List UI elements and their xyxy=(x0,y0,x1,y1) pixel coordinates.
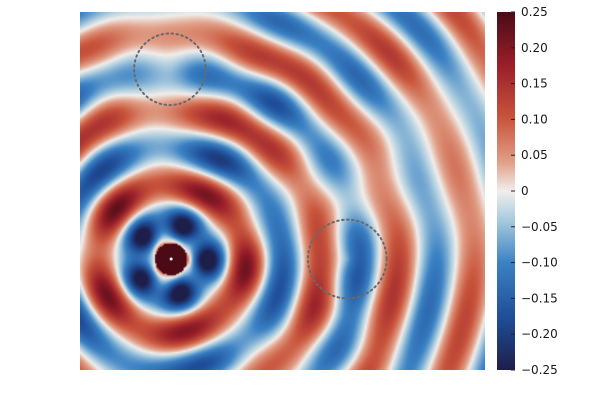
scatterer-circle-right xyxy=(306,218,388,300)
scatterer-layer xyxy=(133,32,388,300)
colorbar-tick-label: 0 xyxy=(521,184,529,198)
colorbar-ticks: 0.25 0.20 0.15 0.10 0.05 0 −0.05 −0.10 −0.15 −0.2… xyxy=(511,5,558,377)
colorbar-tick-label: −0.15 xyxy=(521,291,558,305)
colorbar-tick-label: 0.25 xyxy=(521,5,548,19)
colorbar-tick-label: 0.10 xyxy=(521,112,548,126)
colorbar-tick-label: 0.15 xyxy=(521,77,548,91)
colorbar-gradient xyxy=(497,12,515,370)
heatmap-field xyxy=(80,12,485,370)
colorbar-tick-label: 0.05 xyxy=(521,148,548,162)
colorbar: 0.25 0.20 0.15 0.10 0.05 0 −0.05 −0.10 −0.15 −0.2… xyxy=(497,5,558,377)
colorbar-tick-label: −0.05 xyxy=(521,220,558,234)
scatterer-circle-upper xyxy=(133,32,207,107)
colorbar-tick-label: −0.10 xyxy=(521,256,558,270)
colorbar-tick-label: −0.20 xyxy=(521,327,558,341)
colorbar-tick-label: −0.25 xyxy=(521,363,558,377)
colorbar-tick-label: 0.20 xyxy=(521,41,548,55)
plot-area xyxy=(80,12,485,370)
source-point xyxy=(169,257,173,261)
